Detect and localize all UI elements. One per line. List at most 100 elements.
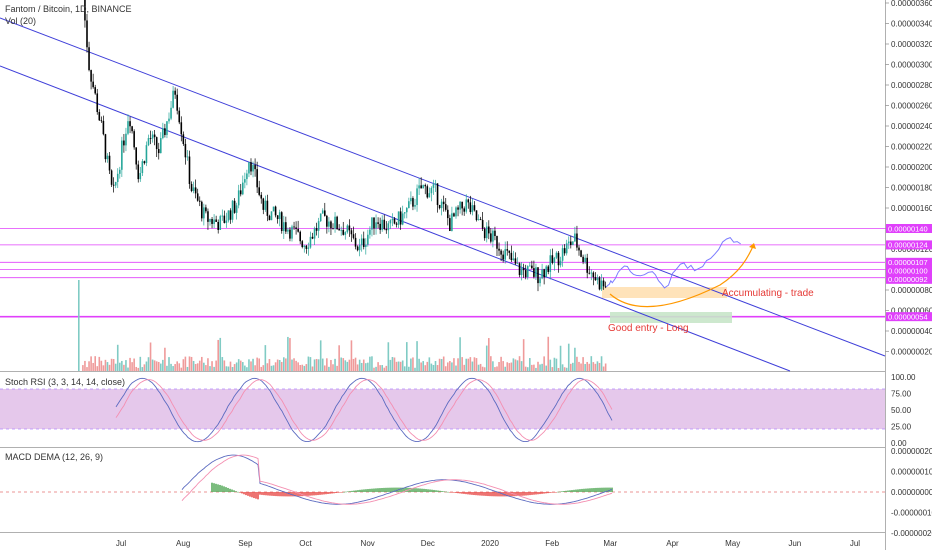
candle-body: [487, 226, 490, 234]
candle-body: [291, 226, 293, 239]
macd-histogram-bar: [381, 487, 383, 492]
volume-bar: [569, 363, 572, 371]
volume-bar: [262, 365, 265, 371]
candle-body: [385, 228, 388, 231]
volume-bar: [598, 362, 601, 371]
macd-histogram-bar: [365, 489, 367, 492]
volume-bar: [545, 365, 547, 371]
price-tick-label: 0.00000020: [891, 348, 932, 357]
candle-body: [490, 233, 492, 242]
macd-histogram-bar: [599, 487, 601, 492]
candle-body: [553, 257, 556, 263]
time-tick-label: Nov: [361, 539, 375, 548]
candle-body: [543, 269, 545, 278]
candle-body: [309, 236, 312, 248]
volume-bar: [522, 339, 525, 371]
price-tick-label: 0.00000080: [891, 286, 932, 295]
macd-histogram-bar: [603, 487, 605, 492]
macd-histogram-bar: [593, 488, 595, 492]
macd-histogram-bar: [325, 492, 327, 495]
candle-body: [537, 267, 539, 284]
candle-body: [198, 200, 201, 202]
volume-bar: [326, 358, 328, 371]
macd-histogram-bar: [255, 492, 257, 499]
candle-body: [248, 162, 250, 174]
time-tick-label: Jul: [116, 539, 126, 548]
volume-bar: [272, 365, 275, 371]
macd-histogram-bar: [577, 489, 579, 492]
macd-histogram-bar: [521, 492, 523, 496]
volume-bar: [567, 343, 570, 371]
candle-body: [539, 278, 541, 284]
volume-bar: [268, 359, 271, 371]
candle-body: [604, 286, 607, 288]
macd-histogram-bar: [285, 492, 287, 497]
macd-histogram-bar: [473, 492, 475, 496]
volume-bar: [118, 362, 121, 371]
volume-bar: [178, 363, 181, 371]
macd-histogram-bar: [585, 488, 587, 492]
macd-histogram-bar: [455, 492, 457, 493]
time-tick-label: Jun: [788, 539, 801, 548]
macd-histogram-bar: [439, 490, 441, 492]
candle-body: [430, 187, 433, 194]
macd-histogram-bar: [471, 492, 473, 495]
curve-arrowhead: [749, 243, 756, 249]
volume-bar: [338, 345, 340, 371]
candle-body: [334, 216, 336, 229]
macd-histogram-bar: [375, 488, 377, 492]
candle-body: [237, 190, 240, 206]
volume-bar: [125, 360, 127, 371]
candle-body: [422, 185, 424, 189]
volume-bar: [172, 366, 174, 371]
macd-histogram-bar: [541, 492, 543, 494]
volume-bar: [252, 358, 254, 371]
candle-body: [315, 228, 318, 231]
rounding-bottom-curve: [609, 243, 755, 308]
macd-histogram-bar: [313, 492, 315, 496]
macd-histogram-bar: [413, 488, 415, 492]
candle-body: [473, 205, 476, 211]
macd-histogram-bar: [269, 492, 271, 496]
macd-histogram-bar: [493, 492, 495, 497]
candle-body: [362, 238, 365, 247]
macd-tick-label: 0.00000020: [891, 447, 932, 456]
volume-bar: [92, 362, 94, 371]
stoch-axis-ticks: 100.00 75.00 50.00 25.00 0.00: [891, 373, 916, 448]
volume-bar: [416, 341, 418, 371]
candle-body: [547, 266, 550, 272]
price-tick-label: 0.00000300: [891, 61, 932, 70]
candle-body: [481, 219, 484, 229]
candle-body: [524, 270, 527, 278]
macd-histogram-bar: [257, 492, 259, 500]
accumulating-annotation: Accumulating - trade: [722, 288, 814, 299]
stoch-tick-label: 0.00: [891, 439, 907, 448]
volume-bar: [164, 347, 166, 371]
candle-body: [451, 213, 453, 231]
macd-histogram-bar: [579, 489, 581, 492]
macd-histogram-bar: [557, 491, 559, 493]
macd-histogram-bar: [241, 492, 243, 494]
volume-bar: [340, 357, 342, 371]
volume-bar: [399, 361, 402, 371]
volume-bar: [358, 359, 361, 371]
macd-histogram-bar: [267, 492, 269, 496]
candle-body: [321, 210, 324, 214]
candle-body: [270, 211, 273, 221]
macd-histogram-bar: [509, 492, 511, 497]
volume-bar: [135, 366, 137, 371]
volume-bar: [321, 358, 324, 371]
macd-histogram-bar: [373, 488, 375, 492]
volume-bar: [604, 363, 607, 371]
candle-body: [252, 164, 254, 172]
candle-body: [498, 248, 500, 251]
volume-bar: [102, 365, 105, 371]
volume-bar: [155, 361, 158, 371]
volume-bar: [469, 357, 472, 371]
volume-bar: [280, 361, 283, 371]
candle-body: [502, 254, 504, 260]
macd-histogram-bar: [331, 492, 333, 494]
volume-bar: [188, 356, 191, 371]
macd-histogram-bar: [219, 484, 221, 492]
volume-bar: [442, 356, 445, 371]
